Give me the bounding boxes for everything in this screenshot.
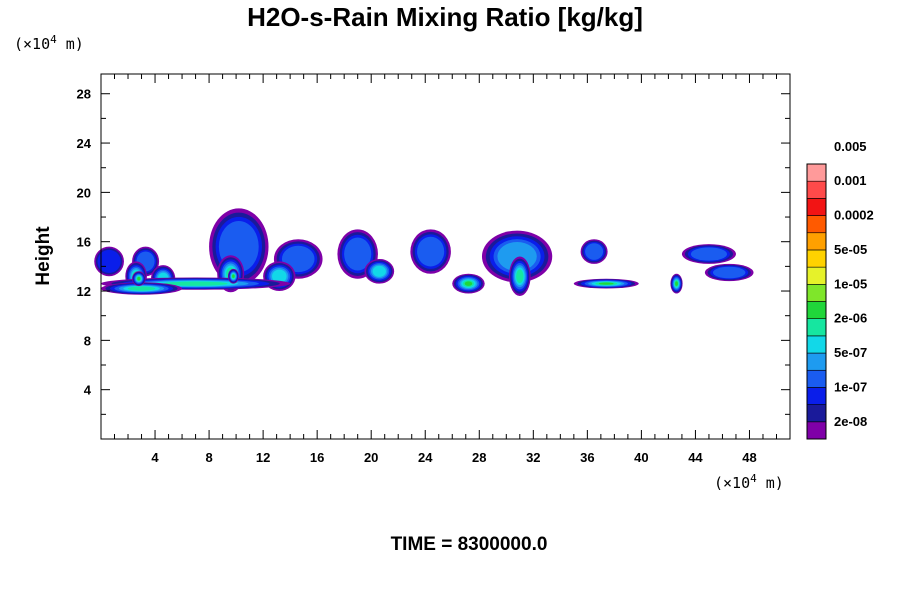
x-tick-label: 28: [472, 450, 486, 465]
contour-cell: [452, 273, 485, 294]
colorbar-label: 0.001: [834, 173, 867, 188]
chart-title: H2O-s-Rain Mixing Ratio [kg/kg]: [247, 2, 643, 32]
y-tick-label: 28: [77, 87, 91, 102]
y-tick-label: 4: [84, 383, 92, 398]
x-unit-exponent: 4: [750, 472, 757, 485]
colorbar-swatch: [806, 404, 827, 423]
contour-cell: [132, 271, 146, 287]
y-axis-label: Height: [33, 226, 54, 286]
contour-level: [417, 236, 445, 267]
colorbar-label: 1e-05: [834, 276, 867, 291]
y-tick-label: 24: [77, 136, 92, 151]
y-tick-label: 8: [84, 333, 91, 348]
contour-level: [272, 269, 287, 283]
x-tick-label: 48: [742, 450, 756, 465]
x-unit-label: (×104 m): [714, 472, 784, 492]
x-tick-label: 8: [205, 450, 212, 465]
contour-cell: [573, 278, 639, 289]
colorbar-swatch: [806, 369, 827, 388]
x-tick-label: 12: [256, 450, 270, 465]
x-tick-label: 4: [151, 450, 159, 465]
x-tick-label: 32: [526, 450, 540, 465]
x-tick-label: 40: [634, 450, 648, 465]
colorbar-label: 0.005: [834, 139, 867, 154]
x-tick-label: 20: [364, 450, 378, 465]
contour-cell: [227, 268, 239, 284]
contour-level: [163, 281, 228, 286]
contour-cell: [94, 246, 124, 277]
data-field: [94, 208, 754, 296]
contour-cell: [670, 273, 683, 294]
x-unit-suffix: m): [757, 474, 784, 492]
y-tick-label: 12: [77, 284, 91, 299]
contour-cell: [410, 229, 451, 274]
colorbar-swatch: [806, 318, 827, 337]
colorbar-swatch: [806, 352, 827, 371]
contour-level: [137, 276, 141, 281]
colorbar-label: 2e-08: [834, 414, 867, 429]
contour-cell: [101, 282, 183, 295]
colorbar-swatch: [806, 335, 827, 354]
contour-level: [464, 281, 473, 286]
contour-level: [127, 286, 156, 291]
y-tick-label: 20: [77, 185, 91, 200]
contour-level: [598, 282, 614, 285]
colorbar-frame: [806, 163, 827, 440]
contour-level: [516, 269, 524, 283]
colorbar-swatch: [806, 387, 827, 405]
colorbar-swatch: [806, 163, 827, 182]
contour-level: [585, 243, 604, 260]
colorbar-swatch: [806, 180, 827, 199]
contour-level: [232, 274, 235, 278]
x-unit-prefix: (×10: [714, 474, 750, 492]
colorbar-label: 5e-07: [834, 345, 867, 360]
contour-cell: [508, 256, 531, 296]
x-tick-label: 16: [310, 450, 324, 465]
x-tick-label: 36: [580, 450, 594, 465]
colorbar-label: 0.0002: [834, 208, 874, 223]
colorbar-swatch: [806, 249, 827, 268]
contour-level: [97, 249, 121, 273]
contour-level: [344, 237, 372, 271]
contour-cell: [580, 239, 608, 264]
colorbar-swatch: [806, 215, 827, 234]
colorbar-swatch: [806, 198, 827, 216]
colorbar-label: 1e-07: [834, 379, 867, 394]
time-label: TIME = 8300000.0: [391, 534, 548, 555]
colorbar-swatch: [806, 421, 827, 440]
colorbar-swatch: [806, 301, 827, 319]
contour-cell: [364, 258, 395, 284]
colorbar-swatch: [806, 232, 827, 251]
contour-level: [675, 281, 678, 286]
y-unit-label: (×104 m): [14, 33, 84, 53]
contour-cell: [704, 263, 754, 282]
plot-frame: [100, 73, 791, 440]
y-unit-prefix: (×10: [14, 35, 50, 53]
x-tick-label: 44: [688, 450, 703, 465]
colorbar-label: 5e-05: [834, 242, 867, 257]
contour-level: [372, 265, 386, 277]
colorbar-label: 2e-06: [834, 311, 867, 326]
colorbar-swatch: [806, 284, 827, 302]
x-tick-label: 24: [418, 450, 433, 465]
y-unit-suffix: m): [57, 35, 84, 53]
colorbar-swatch: [806, 266, 827, 285]
y-unit-exponent: 4: [50, 33, 57, 46]
y-tick-label: 16: [77, 235, 91, 250]
contour-cell: [681, 244, 736, 264]
colorbar: 2e-08 1e-07 5e-07 2e-06 1e-05 5e-05 0.0002 0.00…: [806, 139, 874, 440]
contour-level: [690, 247, 728, 261]
contour-level: [712, 266, 746, 279]
